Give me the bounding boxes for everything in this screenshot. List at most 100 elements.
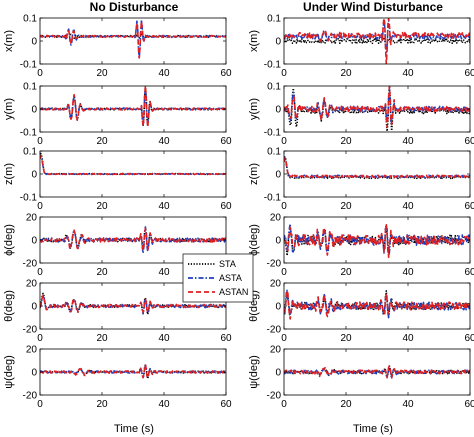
col-title-right: Under Wind Disturbance — [303, 0, 443, 14]
panel-series — [284, 156, 470, 180]
panel-series — [40, 86, 226, 128]
y-tick-label: 0.1 — [267, 82, 281, 93]
x-tick-label: 20 — [96, 399, 108, 410]
series-line-sta — [40, 33, 226, 40]
legend-label-sta: STA — [219, 259, 236, 269]
panel-series — [40, 226, 226, 255]
y-tick-label: -0.1 — [20, 193, 38, 204]
x-tick-label: 20 — [340, 68, 352, 79]
y-tick-label: -0.1 — [20, 128, 38, 139]
col-title-left: No Disturbance — [90, 0, 179, 14]
x-tick-label: 20 — [96, 201, 108, 212]
x-tick-label: 60 — [220, 68, 232, 79]
series-line-astan — [40, 227, 226, 252]
x-tick-label: 60 — [464, 333, 474, 344]
y-tick-label: 0.1 — [23, 82, 37, 93]
series-line-asta — [40, 295, 226, 315]
series-line-asta — [284, 87, 470, 125]
series-line-asta — [284, 18, 470, 58]
legend: STA ASTA ASTAN — [182, 253, 254, 303]
x-tick-label: 60 — [220, 201, 232, 212]
x-tick-label: 40 — [402, 333, 414, 344]
series-line-asta — [40, 154, 226, 176]
panel-series — [40, 152, 226, 176]
series-line-sta — [284, 86, 470, 132]
panels: -0.100.10 20 40 60x(m)-0.100.10 20 40 60x(m)-0… — [3, 14, 474, 411]
panel-series — [284, 289, 470, 320]
x-tick-label: 40 — [402, 136, 414, 147]
y-axis-label: ϕ(deg) — [3, 224, 15, 256]
x-tick-label: 20 — [96, 333, 108, 344]
y-tick-label: 20 — [26, 345, 38, 356]
y-tick-label: -0.1 — [264, 193, 282, 204]
legend-box — [182, 253, 254, 303]
y-tick-label: -20 — [23, 391, 38, 402]
x-tick-label: 0 — [37, 136, 43, 147]
y-tick-label: 0 — [31, 105, 37, 116]
x-tick-label: 60 — [220, 333, 232, 344]
y-tick-label: 0 — [275, 170, 281, 181]
x-tick-label: 40 — [158, 399, 170, 410]
x-tick-label: 60 — [464, 68, 474, 79]
y-axis-label: ϕ(deg) — [248, 224, 260, 256]
y-axis-label: θ(deg) — [3, 290, 15, 322]
x-tick-label: 40 — [402, 399, 414, 410]
x-tick-label: 20 — [96, 68, 108, 79]
x-tick-label: 40 — [158, 68, 170, 79]
x-tick-label: 60 — [220, 136, 232, 147]
y-tick-label: -0.1 — [20, 60, 38, 71]
x-tick-label: 40 — [402, 267, 414, 278]
x-tick-label: 0 — [37, 333, 43, 344]
x-tick-label: 0 — [281, 201, 287, 212]
x-tick-label: 0 — [37, 201, 43, 212]
panel-series — [284, 86, 470, 132]
y-tick-label: 0 — [275, 368, 281, 379]
x-tick-label: 0 — [281, 399, 287, 410]
series-line-asta — [284, 156, 470, 179]
y-axis-label: x(m) — [248, 30, 260, 52]
series-line-astan — [284, 86, 470, 129]
panel-series — [284, 18, 470, 64]
x-tick-label: 40 — [158, 201, 170, 212]
panel-series — [40, 363, 226, 380]
x-tick-label: 20 — [340, 267, 352, 278]
y-tick-label: 20 — [26, 279, 38, 290]
y-tick-label: 0 — [31, 170, 37, 181]
series-line-astan — [40, 86, 226, 128]
x-tick-label: 0 — [37, 267, 43, 278]
series-line-astan — [40, 363, 226, 379]
y-tick-label: 0.1 — [23, 147, 37, 158]
y-axis-label: z(m) — [248, 163, 260, 185]
y-tick-label: -20 — [267, 259, 282, 270]
y-axis-label: z(m) — [3, 163, 15, 185]
y-tick-label: -20 — [267, 391, 282, 402]
legend-label-asta: ASTA — [219, 273, 242, 283]
x-tick-label: 0 — [281, 68, 287, 79]
panel-bg — [40, 18, 226, 64]
y-tick-label: 0 — [275, 37, 281, 48]
series-line-astan — [284, 291, 470, 320]
x-tick-label: 20 — [340, 333, 352, 344]
y-tick-label: 20 — [270, 279, 282, 290]
y-axis-label: ψ(deg) — [3, 355, 15, 389]
series-line-astan — [284, 224, 470, 259]
y-tick-label: 0 — [31, 236, 37, 247]
x-axis-label-left: Time (s) — [114, 423, 154, 435]
panel-series — [40, 19, 226, 60]
y-axis-label: y(m) — [3, 98, 15, 120]
x-tick-label: 20 — [96, 267, 108, 278]
y-tick-label: 20 — [26, 213, 38, 224]
x-tick-label: 0 — [281, 136, 287, 147]
x-tick-label: 60 — [464, 136, 474, 147]
y-tick-label: 0 — [31, 302, 37, 313]
y-tick-label: -0.1 — [264, 60, 282, 71]
series-line-astan — [40, 155, 226, 176]
x-tick-label: 20 — [340, 201, 352, 212]
y-tick-label: 0 — [275, 236, 281, 247]
x-tick-label: 40 — [158, 333, 170, 344]
x-tick-label: 60 — [464, 201, 474, 212]
x-tick-label: 60 — [464, 399, 474, 410]
x-tick-label: 0 — [37, 68, 43, 79]
y-tick-label: 20 — [270, 345, 282, 356]
